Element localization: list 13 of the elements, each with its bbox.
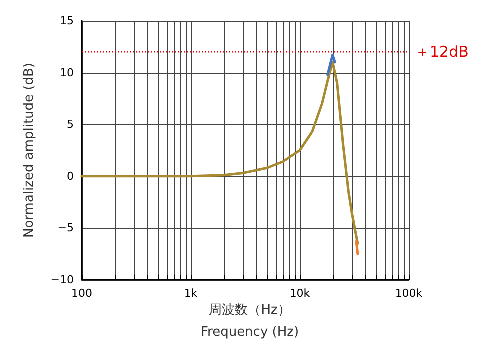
y-tick-label: 10 bbox=[60, 66, 74, 80]
y-tick-label: −5 bbox=[58, 222, 74, 235]
y-axis-title: Normalized amplitude (dB) bbox=[22, 63, 37, 238]
ref-line-label: ＋12dB bbox=[415, 43, 469, 62]
x-tick-label: 100 bbox=[72, 287, 92, 300]
x-axis-title: 周波数（Hz） Frequency (Hz) bbox=[200, 303, 300, 340]
x-tick-label: 10k bbox=[290, 287, 311, 300]
x-tick-label: 1k bbox=[184, 287, 198, 300]
y-tick-label: 0 bbox=[67, 170, 74, 183]
y-tick-label: 5 bbox=[67, 118, 74, 132]
y-tick-label: −10 bbox=[50, 274, 74, 286]
y-tick-label: 15 bbox=[60, 14, 74, 28]
x-tick-label: 100k bbox=[395, 287, 424, 300]
